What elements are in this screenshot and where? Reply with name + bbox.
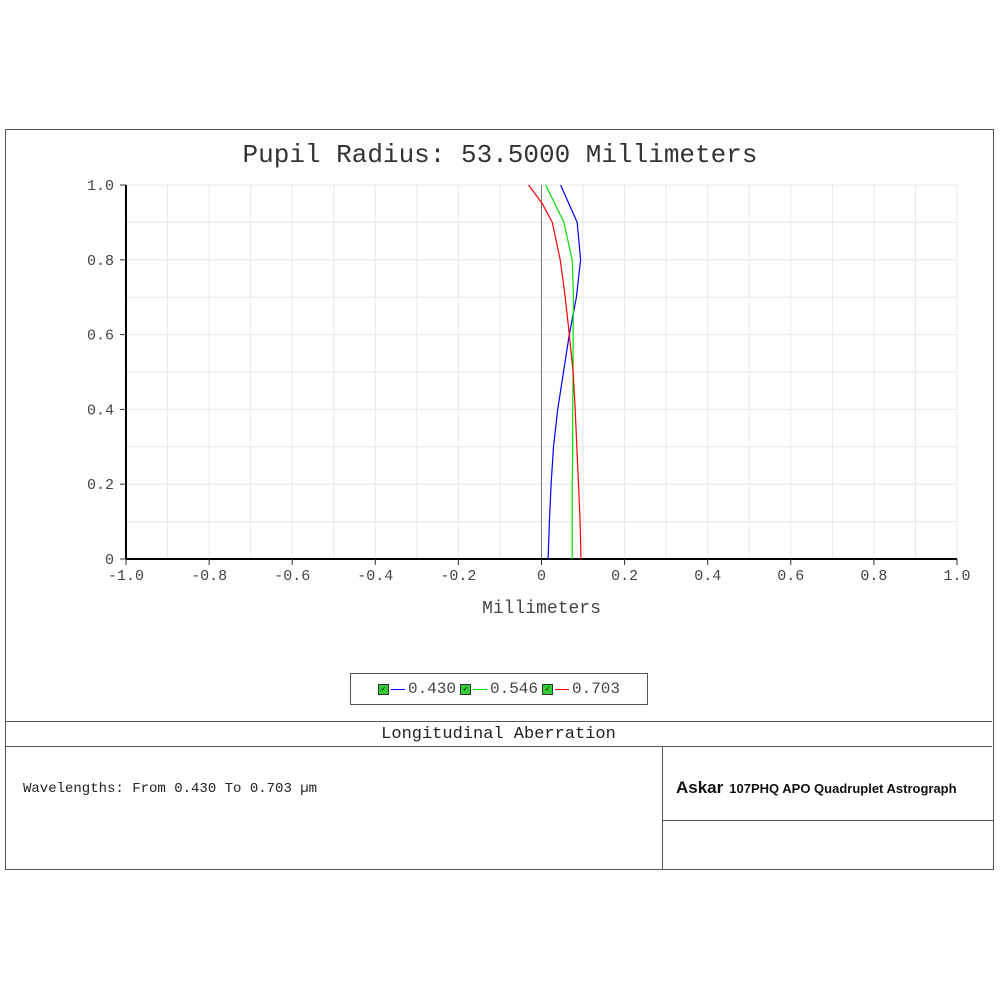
x-tick-label: 0.6 bbox=[777, 568, 804, 585]
x-tick-label: 0.2 bbox=[611, 568, 638, 585]
x-axis-label: Millimeters bbox=[482, 599, 601, 619]
x-tick-label: -0.4 bbox=[357, 568, 393, 585]
legend-label: 0.703 bbox=[572, 680, 621, 698]
series-line-0.430 bbox=[547, 184, 582, 560]
divider bbox=[662, 820, 993, 821]
legend-label: 0.546 bbox=[489, 680, 538, 698]
x-tick-label: -0.8 bbox=[191, 568, 227, 585]
chart-title: Pupil Radius: 53.5000 Millimeters bbox=[242, 140, 758, 170]
x-tick-label: 1.0 bbox=[943, 568, 970, 585]
y-tick-label: 1.0 bbox=[87, 178, 114, 195]
legend-line bbox=[390, 688, 405, 690]
checkbox-icon[interactable]: ✓ bbox=[459, 683, 471, 695]
plot-area: -1.0 -0.8 -0.6 -0.4 -0.2 0 0.2 0.4 0.6 0.8 1.0 0 0.2… bbox=[87, 178, 971, 619]
product-name: 107PHQ APO Quadruplet Astrograph bbox=[729, 781, 957, 796]
legend-item[interactable]: ✓ 0.703 bbox=[542, 680, 620, 698]
series-line-0.703 bbox=[528, 184, 582, 560]
x-tick-label: -0.2 bbox=[440, 568, 476, 585]
divider bbox=[662, 746, 663, 869]
legend: ✓ 0.430 ✓ 0.546 ✓ 0.703 bbox=[350, 673, 648, 705]
plot-name: Longitudinal Aberration bbox=[5, 721, 992, 747]
legend-item[interactable]: ✓ 0.546 bbox=[459, 680, 538, 698]
checkbox-icon[interactable]: ✓ bbox=[377, 683, 389, 695]
checkbox-icon[interactable]: ✓ bbox=[542, 683, 553, 695]
plot-frame bbox=[5, 129, 994, 870]
wavelength-info: Wavelengths: From 0.430 To 0.703 µm bbox=[23, 781, 318, 797]
y-tick-label: 0.6 bbox=[87, 328, 114, 345]
legend-line bbox=[555, 688, 569, 690]
y-tick-label: 0 bbox=[105, 552, 114, 569]
y-tick-label: 0.4 bbox=[87, 402, 114, 419]
legend-line bbox=[472, 688, 487, 690]
y-tick-label: 0.8 bbox=[87, 253, 114, 270]
x-tick-label: 0.8 bbox=[860, 568, 887, 585]
legend-label: 0.430 bbox=[407, 680, 456, 698]
x-tick-label: -1.0 bbox=[108, 568, 144, 585]
y-tick-label: 0.2 bbox=[87, 477, 114, 494]
x-tick-label: 0 bbox=[537, 568, 546, 585]
x-tick-label: -0.6 bbox=[274, 568, 310, 585]
brand-logo: Askar bbox=[676, 778, 724, 797]
legend-item[interactable]: ✓ 0.430 bbox=[377, 680, 456, 698]
x-tick-label: 0.4 bbox=[694, 568, 721, 585]
logo: Askar 107PHQ APO Quadruplet Astrograph bbox=[676, 778, 957, 798]
